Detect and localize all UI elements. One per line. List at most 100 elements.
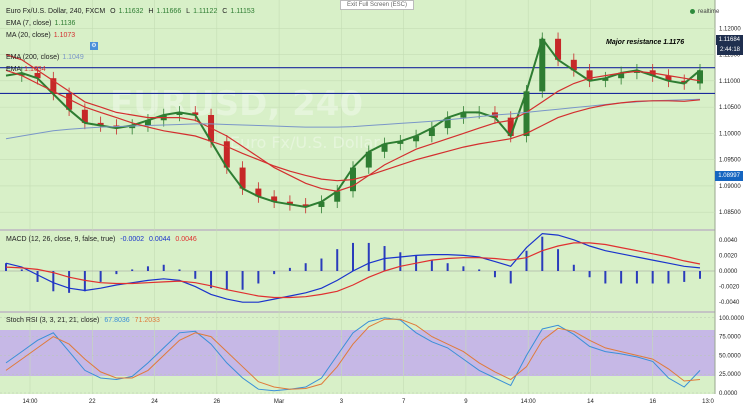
- live-dot-icon: [690, 9, 695, 14]
- candle-body: [34, 72, 41, 79]
- macd-histogram-bar: [178, 269, 181, 271]
- realtime-indicator: realtime: [690, 9, 719, 15]
- price-series-line: [5, 54, 701, 192]
- x-tick-label: 14:00: [521, 399, 537, 405]
- candle-body: [318, 201, 325, 207]
- candle-body: [507, 117, 514, 137]
- ohlc-o: 1.11632: [118, 8, 144, 15]
- x-tick-label: Mar: [274, 399, 284, 405]
- macd-histogram-bar: [83, 271, 86, 292]
- ema7-label: EMA (7, close): [6, 20, 52, 27]
- macd-histogram-bar: [99, 271, 102, 282]
- macd-histogram-bar: [288, 267, 291, 271]
- macd-histogram-bar: [509, 271, 512, 284]
- macd-tick-label: 0.0040: [719, 238, 738, 244]
- ohlc-c-label: C: [222, 8, 228, 15]
- bar-timer-tag: 2:44:18: [716, 45, 743, 55]
- candle-body: [66, 93, 73, 110]
- x-tick-label: 14: [587, 399, 594, 405]
- macd-histogram-bar: [336, 249, 339, 271]
- x-tick-label: 13:0: [702, 399, 714, 405]
- macd-legend[interactable]: MACD (12, 26, close, 9, false, true) -0.…: [6, 236, 200, 243]
- candle-body: [555, 38, 562, 60]
- macd-histogram-bar: [52, 271, 55, 292]
- price-axis-bg: [715, 0, 745, 394]
- rsi-pane: [5, 317, 701, 392]
- macd-tick-label: -0.0040: [719, 300, 740, 306]
- candle-body: [176, 112, 183, 115]
- macd-histogram-bar: [115, 271, 118, 275]
- macd-histogram-bar: [699, 271, 701, 279]
- x-tick-label: 7: [402, 399, 406, 405]
- macd-histogram-bar: [273, 271, 276, 275]
- ma20-label: MA (20, close): [6, 32, 51, 39]
- rsi-tick-label: 0.0000: [719, 391, 738, 397]
- candle-body: [460, 112, 467, 118]
- ema-legend[interactable]: EMA 1.1034: [6, 66, 49, 73]
- rsi-value-2: 71.2033: [134, 317, 160, 324]
- candle-body: [192, 112, 199, 115]
- candle-body: [397, 141, 404, 144]
- candle-body: [223, 141, 230, 168]
- candle-body: [255, 188, 262, 197]
- macd-label: MACD (12, 26, close, 9, false, true): [6, 236, 116, 243]
- ohlc-l: 1.11122: [193, 8, 218, 15]
- ema200-value: 1.1049: [62, 54, 84, 61]
- price-series-line: [5, 98, 701, 140]
- macd-histogram-bar: [588, 271, 591, 278]
- macd-histogram-bar: [399, 252, 402, 271]
- gear-icon[interactable]: ⚙: [90, 42, 98, 50]
- macd-histogram-bar: [525, 250, 528, 271]
- macd-pane: [0, 232, 715, 303]
- macd-histogram-bar: [352, 242, 354, 271]
- macd-histogram-bar: [667, 271, 670, 284]
- candle-body: [413, 136, 420, 142]
- macd-tick-label: 0.0020: [719, 253, 738, 259]
- symbol-title: Euro Fx/U.S. Dollar, 240, FXCM: [6, 8, 106, 15]
- candle-body: [602, 78, 609, 81]
- ema7-legend[interactable]: EMA (7, close) 1.1136: [6, 20, 78, 27]
- macd-histogram-bar: [493, 271, 496, 278]
- ohlc-c: 1.11153: [230, 8, 255, 15]
- rsi-legend[interactable]: Stoch RSI (3, 3, 21, 21, close) 67.8036 …: [6, 317, 163, 324]
- macd-series-line: [5, 232, 701, 303]
- grid-lines: [0, 0, 716, 394]
- realtime-label: realtime: [698, 9, 720, 16]
- macd-histogram-bar: [210, 271, 213, 289]
- candle-body: [697, 70, 703, 84]
- macd-histogram-bar: [162, 264, 165, 271]
- macd-histogram-bar: [478, 269, 481, 271]
- price-tick-label: 1.08500: [719, 210, 741, 216]
- macd-histogram-bar: [620, 271, 623, 284]
- ma20-legend[interactable]: MA (20, close) 1.1073: [6, 32, 78, 39]
- x-tick-label: 22: [89, 399, 96, 405]
- macd-histogram-bar: [304, 263, 307, 271]
- candle-body: [271, 196, 278, 202]
- rsi-value-1: 67.8036: [104, 317, 130, 324]
- ema200-legend[interactable]: EMA (200, close) 1.1049: [6, 54, 87, 61]
- macd-histogram-bar: [557, 249, 560, 271]
- rsi-tick-label: 75.0000: [719, 335, 741, 341]
- candle-body: [586, 70, 593, 81]
- watermark-name: Euro Fx/U.S. Dollar: [230, 133, 380, 152]
- candle-body: [129, 125, 136, 129]
- macd-histogram-bar: [146, 266, 149, 271]
- macd-histogram-bar: [572, 264, 575, 271]
- macd-histogram-bar: [36, 271, 39, 282]
- price-pane-bg: [0, 0, 715, 229]
- ema-value: 1.1034: [24, 66, 46, 73]
- rsi-label: Stoch RSI (3, 3, 21, 21, close): [6, 317, 100, 324]
- price-series-line: [5, 69, 701, 182]
- candle-body: [18, 72, 25, 76]
- macd-histogram-bar: [604, 271, 607, 284]
- ohlc-o-label: O: [110, 8, 116, 15]
- candle-body: [681, 80, 688, 84]
- axes: 14:00 22 24 26 Mar 3 7 9 14:00 14 16 13:0 1.12000 1.1…: [22, 26, 744, 405]
- rsi-series-line: [5, 318, 701, 390]
- macd-histogram-bar: [68, 271, 71, 293]
- candle-body: [428, 128, 435, 137]
- ema200-label: EMA (200, close): [6, 54, 60, 61]
- exit-fullscreen-button[interactable]: Exit Full Screen (ESC): [340, 0, 414, 10]
